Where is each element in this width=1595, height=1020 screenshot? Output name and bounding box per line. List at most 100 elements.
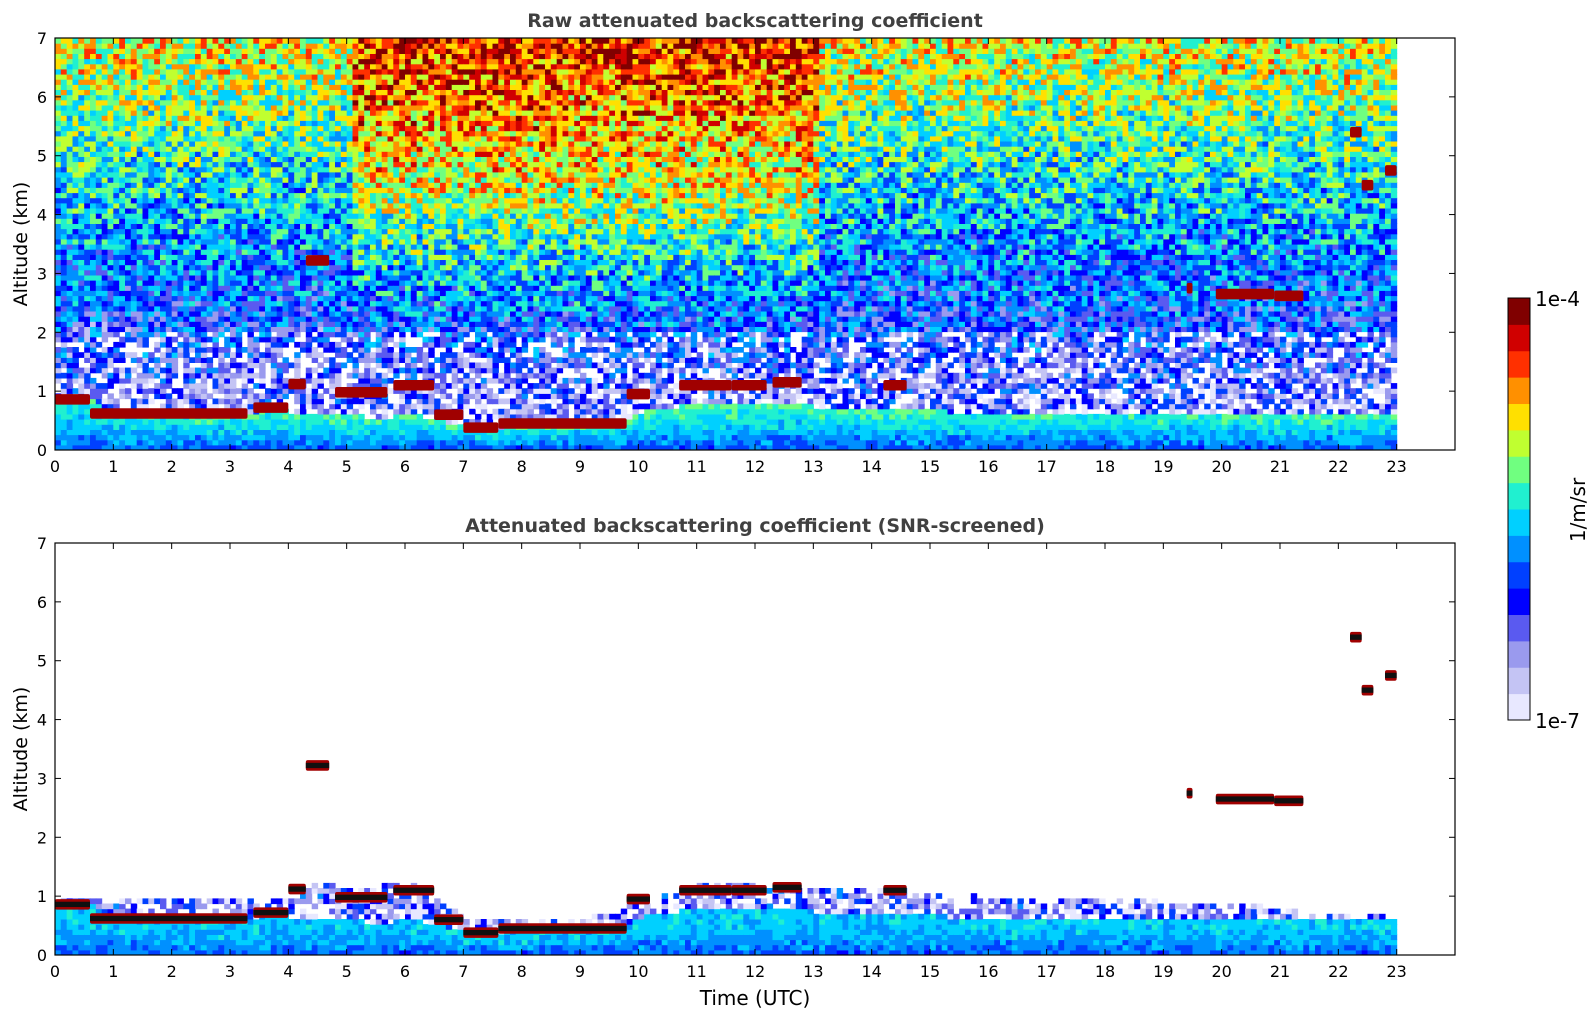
heatmap-cell: [253, 192, 260, 199]
heatmap-cell: [259, 53, 266, 60]
heatmap-cell: [282, 295, 289, 302]
heatmap-cell: [136, 444, 144, 450]
heatmap-cell: [218, 439, 225, 446]
heatmap-cell: [125, 311, 132, 317]
heatmap-cell: [265, 326, 272, 333]
heatmap-cell: [189, 68, 196, 75]
heatmap-cell: [282, 110, 289, 116]
heatmap-cell: [270, 228, 278, 235]
heatmap-cell: [265, 115, 272, 121]
heatmap-cell: [154, 280, 161, 286]
heatmap-cell: [160, 439, 167, 446]
heatmap-cell: [294, 74, 301, 80]
heatmap-cell: [113, 347, 120, 353]
heatmap-cell: [253, 300, 260, 307]
heatmap-cell: [171, 280, 179, 286]
heatmap-cell: [399, 177, 406, 183]
heatmap-cell: [311, 290, 319, 297]
heatmap-cell: [276, 336, 284, 343]
heatmap-cell: [101, 233, 109, 240]
heatmap-cell: [247, 151, 254, 157]
heatmap-cell: [142, 218, 149, 224]
heatmap-cell: [195, 331, 202, 338]
heatmap-cell: [235, 352, 243, 358]
heatmap-cell: [399, 352, 406, 358]
heatmap-cell: [282, 89, 289, 96]
heatmap-cell: [300, 130, 307, 137]
heatmap-cell: [329, 202, 336, 209]
heatmap-cell: [428, 208, 435, 214]
heatmap-cell: [160, 429, 167, 436]
heatmap-cell: [247, 115, 254, 121]
heatmap-cell: [288, 264, 295, 271]
heatmap-cell: [259, 202, 266, 209]
heatmap-cell: [212, 269, 219, 276]
heatmap-cell: [154, 141, 161, 147]
heatmap-cell: [247, 223, 254, 230]
heatmap-cell: [410, 151, 418, 157]
heatmap-cell: [399, 43, 406, 49]
heatmap-cell: [405, 48, 412, 54]
heatmap-cell: [125, 79, 132, 85]
heatmap-cell: [358, 182, 365, 188]
heatmap-cell: [370, 300, 377, 307]
heatmap-cell: [253, 135, 260, 142]
heatmap-cell: [235, 166, 243, 173]
heatmap-cell: [317, 53, 324, 60]
heatmap-cell: [381, 104, 389, 111]
heatmap-cell: [241, 43, 249, 49]
heatmap-cell: [399, 84, 406, 90]
heatmap-cell: [410, 280, 418, 286]
heatmap-cell: [335, 367, 342, 374]
heatmap-cell: [119, 280, 126, 286]
heatmap-cell: [346, 43, 354, 49]
heatmap-cell: [212, 48, 219, 54]
heatmap-cell: [183, 99, 190, 106]
heatmap-cell: [422, 321, 429, 327]
heatmap-cell: [381, 336, 389, 343]
heatmap-cell: [90, 125, 97, 132]
heatmap-cell: [317, 326, 324, 333]
heatmap-cell: [218, 208, 225, 214]
heatmap-cell: [136, 429, 144, 436]
heatmap-cell: [130, 48, 138, 54]
heatmap-cell: [230, 285, 237, 291]
heatmap-cell: [119, 43, 126, 49]
heatmap-cell: [375, 48, 383, 54]
heatmap-cell: [405, 115, 412, 121]
heatmap-cell: [270, 135, 278, 142]
heatmap-cell: [90, 403, 97, 410]
heatmap-cell: [393, 63, 400, 70]
heatmap-cell: [317, 130, 324, 137]
heatmap-cell: [300, 347, 307, 353]
heatmap-cell: [136, 336, 144, 343]
heatmap-cell: [195, 424, 202, 430]
heatmap-cell: [335, 290, 342, 297]
heatmap-cell: [130, 135, 138, 142]
heatmap-cell: [410, 161, 418, 168]
heatmap-cell: [276, 316, 284, 322]
heatmap-cell: [95, 331, 103, 338]
heatmap-cell: [90, 120, 97, 127]
heatmap-cell: [265, 53, 272, 60]
heatmap-cell: [416, 295, 424, 302]
heatmap-cell: [305, 403, 313, 410]
heatmap-cell: [405, 274, 412, 281]
heatmap-cell: [405, 104, 412, 111]
heatmap-cell: [206, 171, 214, 178]
heatmap-cell: [200, 43, 208, 49]
heatmap-cell: [165, 228, 173, 235]
heatmap-cell: [107, 166, 114, 173]
heatmap-cell: [282, 146, 289, 152]
heatmap-cell: [183, 321, 190, 327]
heatmap-cell: [358, 141, 365, 147]
heatmap-cell: [335, 177, 342, 183]
heatmap-cell: [358, 383, 365, 389]
heatmap-cell: [235, 156, 243, 163]
heatmap-cell: [136, 419, 144, 425]
heatmap-cell: [329, 99, 336, 106]
heatmap-cell: [107, 372, 114, 379]
heatmap-cell: [95, 213, 103, 219]
heatmap-cell: [183, 269, 190, 276]
heatmap-cell: [311, 177, 319, 183]
